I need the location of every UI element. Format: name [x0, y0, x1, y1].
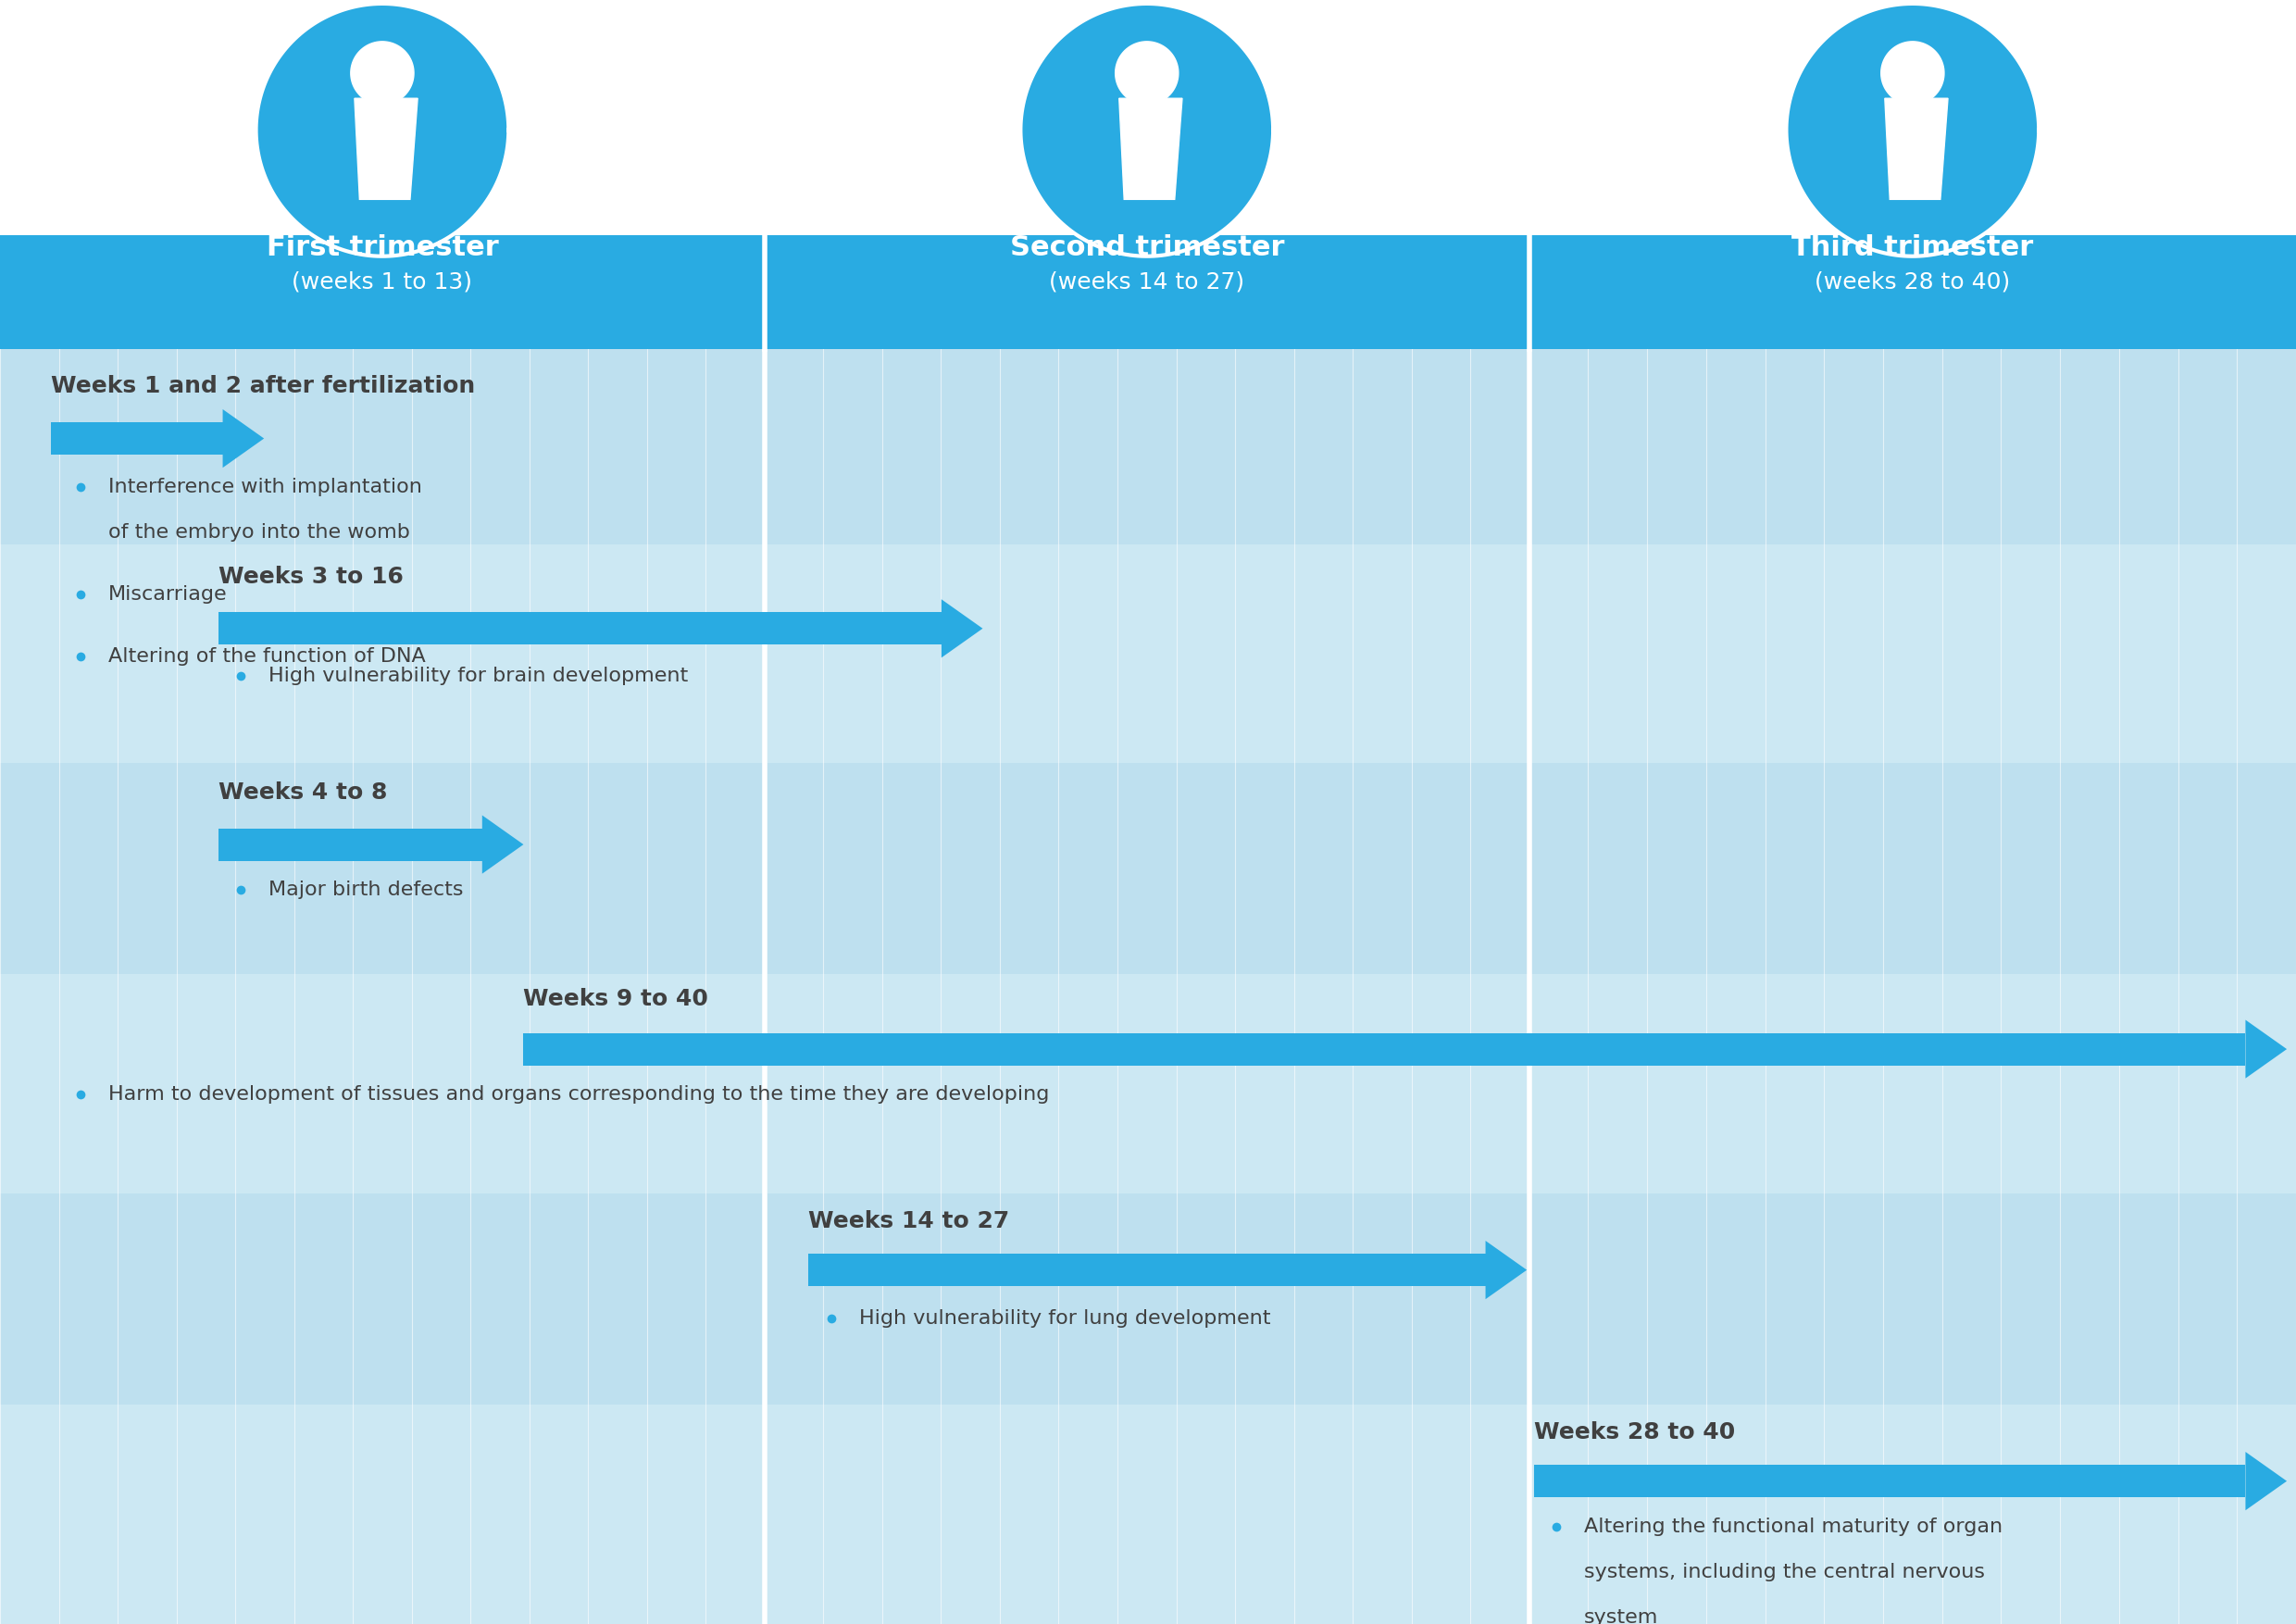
Text: Altering of the function of DNA: Altering of the function of DNA — [108, 646, 425, 666]
Text: systems, including the central nervous: systems, including the central nervous — [1584, 1562, 1986, 1582]
Bar — [1534, 1465, 2245, 1497]
Text: system: system — [1584, 1608, 1658, 1624]
Text: Second trimester: Second trimester — [1010, 234, 1283, 261]
Text: Weeks 9 to 40: Weeks 9 to 40 — [523, 987, 709, 1010]
Bar — [1529, 235, 2296, 349]
Polygon shape — [2245, 1020, 2287, 1078]
Bar — [523, 1033, 2245, 1065]
Text: First trimester: First trimester — [266, 234, 498, 261]
Text: of the embryo into the womb: of the embryo into the womb — [108, 523, 409, 542]
Polygon shape — [1486, 1241, 1527, 1299]
Text: Weeks 14 to 27: Weeks 14 to 27 — [808, 1210, 1010, 1233]
Bar — [0, 763, 2296, 974]
Polygon shape — [1118, 99, 1182, 200]
Polygon shape — [1022, 3, 1274, 257]
Text: Weeks 1 and 2 after fertilization: Weeks 1 and 2 after fertilization — [51, 375, 475, 398]
Text: Miscarriage: Miscarriage — [108, 585, 227, 604]
Text: High vulnerability for brain development: High vulnerability for brain development — [269, 666, 689, 685]
Text: (weeks 28 to 40): (weeks 28 to 40) — [1814, 271, 2011, 294]
Bar — [0, 235, 765, 349]
Bar — [765, 235, 1529, 349]
Polygon shape — [351, 42, 413, 104]
Polygon shape — [257, 3, 510, 257]
Text: Altering the functional maturity of organ: Altering the functional maturity of orga… — [1584, 1517, 2002, 1536]
Text: Major birth defects: Major birth defects — [269, 880, 464, 900]
Polygon shape — [2245, 1452, 2287, 1510]
Text: Harm to development of tissues and organs corresponding to the time they are dev: Harm to development of tissues and organ… — [108, 1085, 1049, 1104]
Bar — [808, 1254, 1486, 1286]
Polygon shape — [1885, 99, 1947, 200]
Text: Weeks 3 to 16: Weeks 3 to 16 — [218, 565, 404, 588]
Bar — [0, 1194, 2296, 1405]
Polygon shape — [1786, 3, 2039, 257]
Bar — [218, 828, 482, 861]
Bar — [218, 612, 941, 645]
Polygon shape — [482, 815, 523, 874]
Polygon shape — [354, 99, 418, 200]
Polygon shape — [223, 409, 264, 468]
Text: Weeks 28 to 40: Weeks 28 to 40 — [1534, 1421, 1736, 1444]
Bar — [0, 1405, 2296, 1624]
Polygon shape — [941, 599, 983, 658]
Text: Interference with implantation: Interference with implantation — [108, 477, 422, 497]
Text: (weeks 14 to 27): (weeks 14 to 27) — [1049, 271, 1244, 294]
Text: Third trimester: Third trimester — [1791, 234, 2034, 261]
Bar — [0, 544, 2296, 763]
Text: (weeks 1 to 13): (weeks 1 to 13) — [292, 271, 473, 294]
Bar — [0, 349, 2296, 544]
Bar — [51, 422, 223, 455]
Text: High vulnerability for lung development: High vulnerability for lung development — [859, 1309, 1270, 1328]
Bar — [0, 974, 2296, 1194]
Polygon shape — [1880, 42, 1945, 104]
Text: Weeks 4 to 8: Weeks 4 to 8 — [218, 781, 388, 804]
Polygon shape — [1116, 42, 1178, 104]
